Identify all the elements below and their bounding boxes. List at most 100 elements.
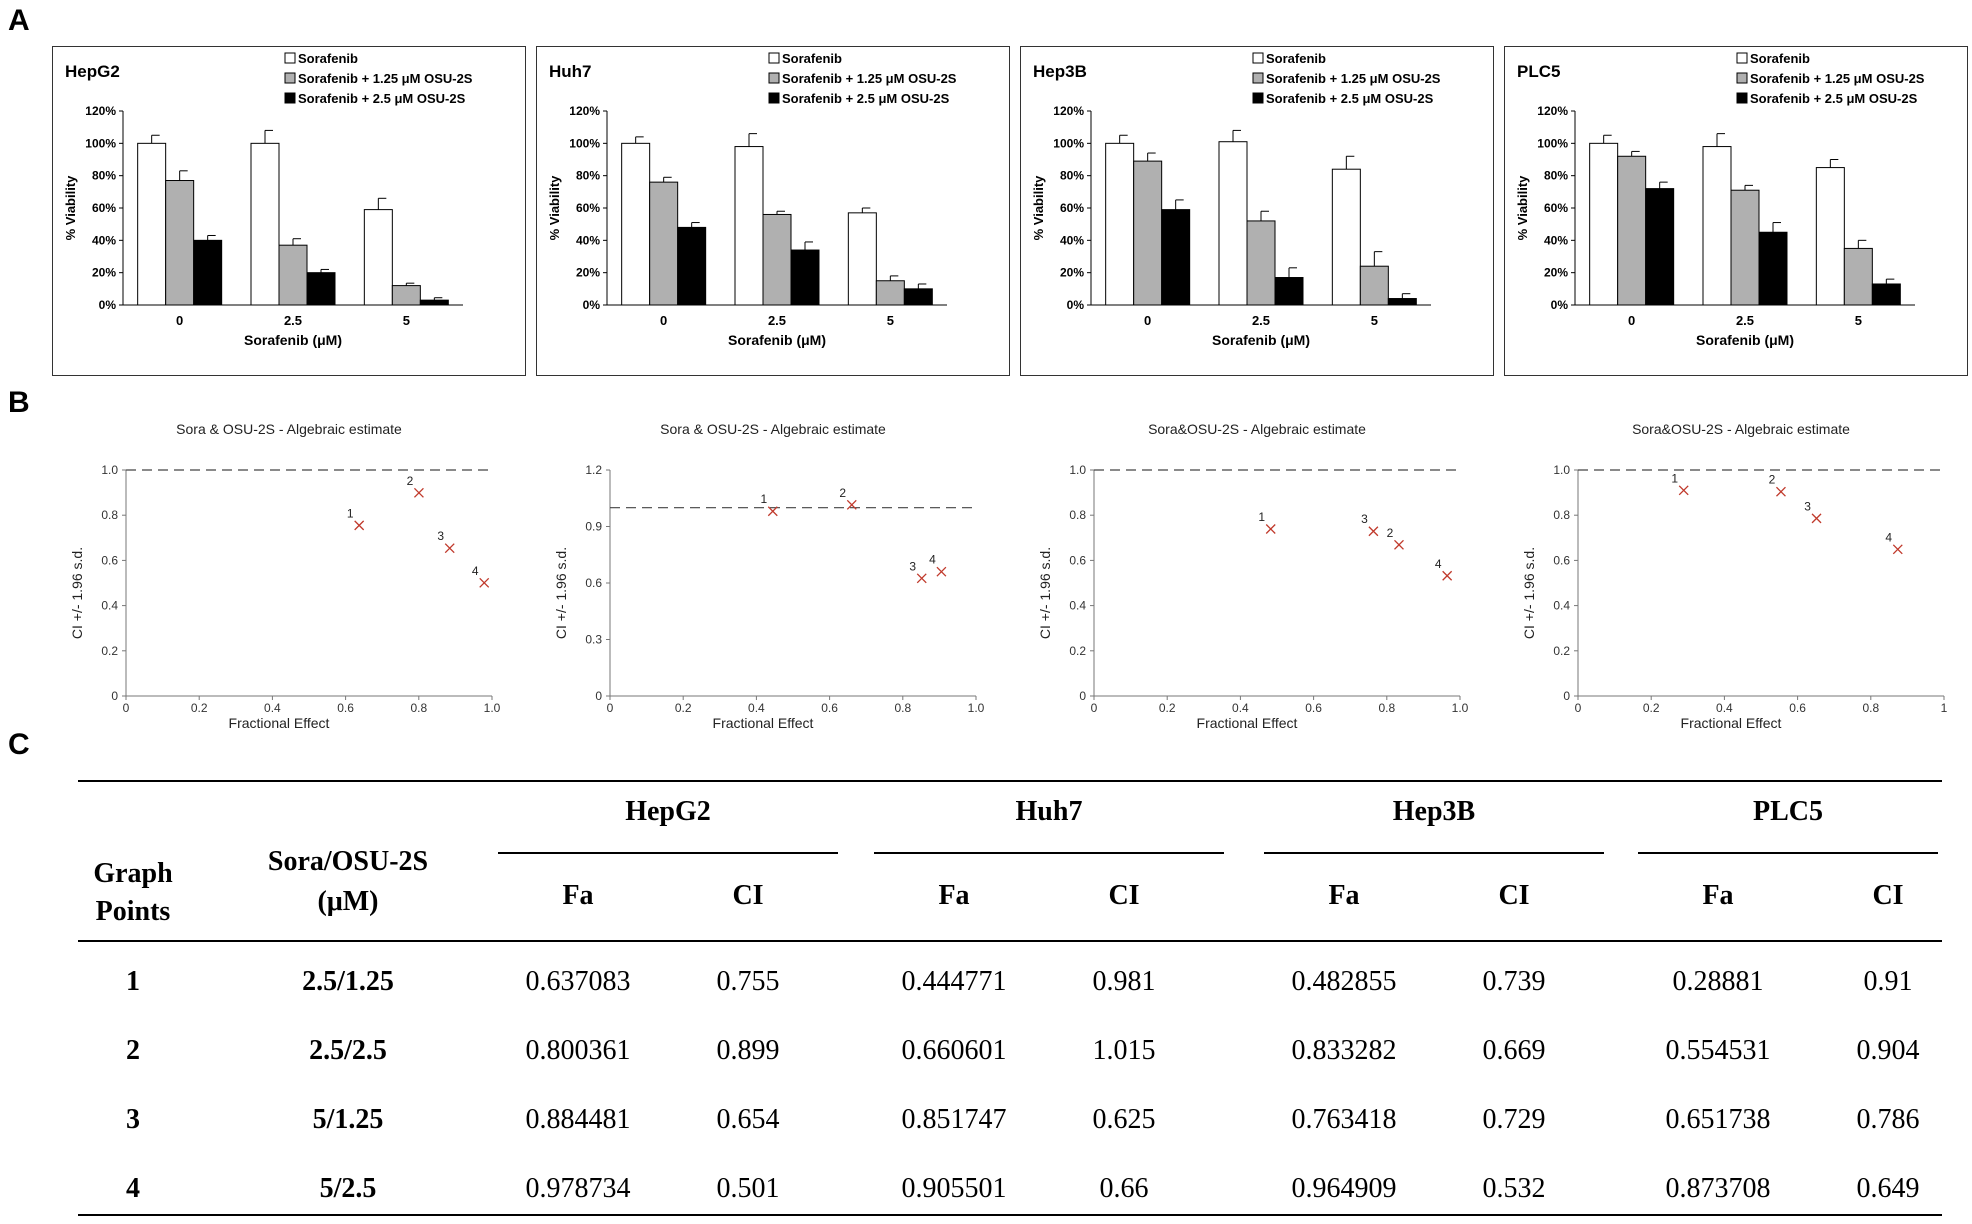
point-label: 1 [1671, 471, 1678, 485]
ci-value: 0.786 [1856, 1104, 1920, 1135]
combination-index-table: Graph Points Sora/OSU-2S (μM) HepG2 Fa CI Huh… [78, 780, 1942, 1220]
ci-value: 0.66 [1099, 1173, 1149, 1204]
x-tick-label: 0 [1144, 313, 1151, 328]
ci-value: 0.981 [1092, 966, 1156, 997]
x-tick-label: 0.4 [264, 701, 281, 715]
x-tick-label: 1.0 [968, 701, 985, 715]
bar [649, 181, 679, 306]
point-label: 1 [347, 506, 354, 520]
legend-label: Sorafenib + 1.25 μM OSU-2S [1750, 71, 1925, 86]
x-tick-label: 0 [123, 701, 130, 715]
row-ratio: 5/2.5 [319, 1173, 377, 1204]
bar [1105, 142, 1135, 306]
x-tick-label: 0.8 [1862, 701, 1879, 715]
ci-value: 0.669 [1482, 1035, 1546, 1066]
y-tick-label: 80% [92, 169, 116, 183]
bar [1387, 298, 1417, 306]
table-top-rule [78, 780, 1942, 782]
fa-value: 0.873708 [1665, 1173, 1771, 1204]
y-tick-label: 60% [1060, 201, 1084, 215]
bar [1589, 142, 1619, 306]
row-ratio: 5/1.25 [312, 1104, 384, 1135]
legend-swatch [1252, 52, 1264, 64]
scatter-plot-hepg2: Sora & OSU-2S - Algebraic estimate 0 0.2 0.… [52, 412, 512, 742]
point-label: 2 [407, 474, 414, 488]
header-ci: CI [732, 880, 764, 911]
fa-value: 0.444771 [901, 966, 1007, 997]
bar [250, 142, 280, 306]
x-tick-label: 2.5 [1252, 313, 1270, 328]
x-tick-label: 0.2 [1643, 701, 1660, 715]
y-tick-label: 1.0 [101, 463, 118, 477]
y-tick-label: 80% [1060, 169, 1084, 183]
ci-value: 0.501 [716, 1173, 780, 1204]
y-tick-label: 0 [1079, 689, 1086, 703]
ci-value: 0.532 [1482, 1173, 1546, 1204]
legend-swatch [1736, 72, 1748, 84]
x-tick-label: 0 [607, 701, 614, 715]
ci-value: 0.739 [1482, 966, 1546, 997]
x-tick-label: 2.5 [768, 313, 786, 328]
fa-value: 0.833282 [1291, 1035, 1397, 1066]
scatter-plot-huh7: Sora & OSU-2S - Algebraic estimate 0 0.3 0.… [536, 412, 996, 742]
x-tick-label: 0.2 [191, 701, 208, 715]
header-graph-points: Graph Points [93, 858, 173, 927]
x-tick-label: 0.6 [1789, 701, 1806, 715]
x-tick-label: 5 [1371, 313, 1378, 328]
y-axis-label: % Viability [1515, 175, 1530, 241]
y-tick-label: 20% [1060, 266, 1084, 280]
y-tick-label: 100% [1053, 136, 1084, 150]
bar [1161, 209, 1191, 306]
y-tick-label: 0.6 [101, 553, 118, 567]
legend-swatch [1252, 72, 1264, 84]
group-underline [874, 852, 1224, 854]
data-point [1442, 570, 1453, 581]
y-tick-label: 40% [92, 233, 116, 247]
bar [1133, 160, 1163, 306]
y-tick-label: 0% [1551, 298, 1569, 312]
ci-value: 0.649 [1856, 1173, 1920, 1204]
legend-label: Sorafenib + 2.5 μM OSU-2S [298, 91, 466, 106]
fa-value: 0.763418 [1291, 1104, 1397, 1135]
chart-title: Sora&OSU-2S - Algebraic estimate [1632, 421, 1850, 437]
point-label: 2 [1769, 473, 1776, 487]
x-tick-label: 0 [660, 313, 667, 328]
legend-swatch [284, 52, 296, 64]
ci-value: 0.654 [716, 1104, 780, 1135]
fa-value: 0.851747 [901, 1104, 1007, 1135]
x-tick-label: 0.4 [1716, 701, 1733, 715]
point-label: 4 [1435, 557, 1442, 571]
data-point [767, 506, 778, 517]
y-tick-label: 1.0 [1553, 463, 1570, 477]
data-point [1775, 486, 1786, 497]
group-underline [1264, 852, 1604, 854]
point-label: 1 [760, 492, 767, 506]
data-point [936, 566, 947, 577]
fa-value: 0.554531 [1665, 1035, 1771, 1066]
data-point [916, 573, 927, 584]
data-point [444, 543, 455, 554]
point-label: 4 [1885, 530, 1892, 544]
y-axis-label: % Viability [1031, 175, 1046, 241]
bar [1359, 265, 1389, 306]
y-tick-label: 0% [99, 298, 117, 312]
x-tick-label: 0.2 [675, 701, 692, 715]
data-point [1678, 485, 1689, 496]
bar [1274, 277, 1304, 306]
y-axis-label: % Viability [547, 175, 562, 241]
x-tick-label: 0.6 [1305, 701, 1322, 715]
row-graph-point: 1 [126, 966, 140, 997]
bar [363, 209, 393, 306]
x-axis-label: Sorafenib (μM) [728, 332, 826, 348]
y-tick-label: 1.0 [1069, 463, 1086, 477]
bar [621, 142, 651, 306]
bar [1843, 247, 1873, 306]
x-tick-label: 5 [403, 313, 410, 328]
bar [762, 213, 792, 306]
fa-value: 0.28881 [1672, 966, 1764, 997]
panel-label-a: A [8, 4, 30, 37]
legend-swatch [1736, 52, 1748, 64]
header-ci: CI [1872, 880, 1904, 911]
y-tick-label: 40% [1060, 233, 1084, 247]
y-tick-label: 0.2 [1553, 644, 1570, 658]
